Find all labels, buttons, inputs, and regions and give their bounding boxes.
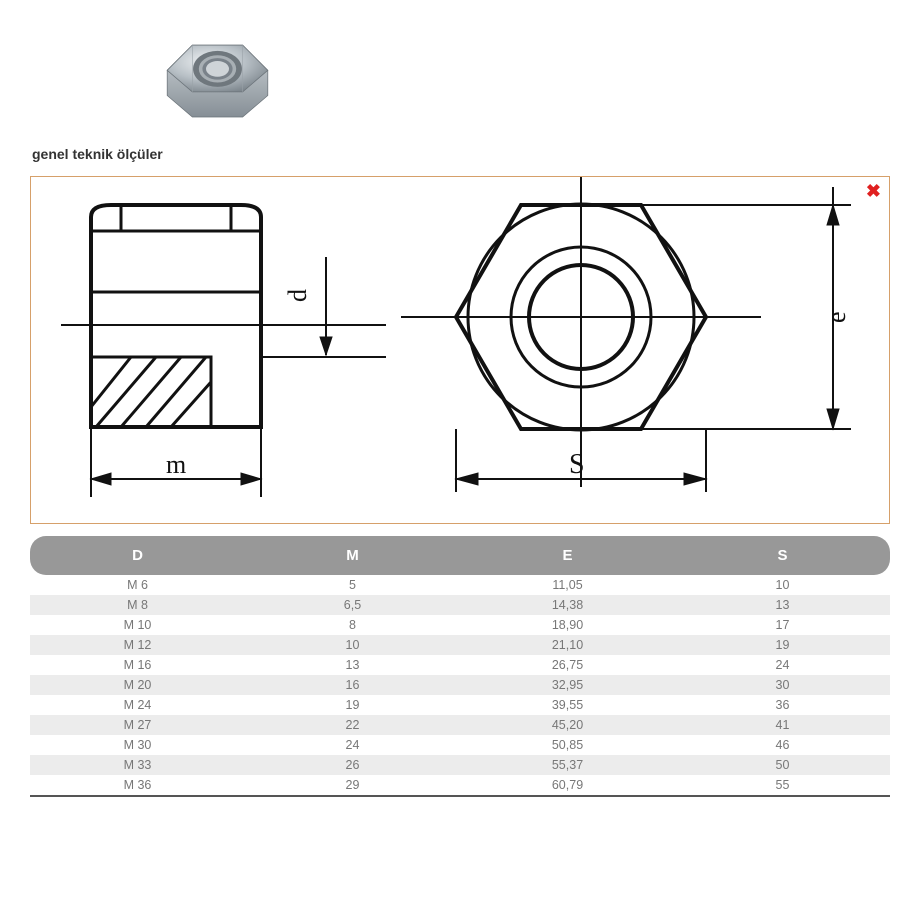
table-row: M 332655,3750 (30, 755, 890, 775)
spec-table-head: D M E S (30, 536, 890, 575)
table-cell: 10 (675, 575, 890, 595)
table-row: M 161326,7524 (30, 655, 890, 675)
table-cell: 24 (245, 735, 460, 755)
table-row: M 86,514,3813 (30, 595, 890, 615)
table-cell: 60,79 (460, 775, 675, 796)
table-cell: M 24 (30, 695, 245, 715)
table-cell: 11,05 (460, 575, 675, 595)
table-cell: 26 (245, 755, 460, 775)
table-cell: 13 (245, 655, 460, 675)
technical-diagram-panel: ✖ (30, 176, 890, 524)
section-title: genel teknik ölçüler (32, 146, 870, 162)
spec-table: D M E S M 6511,0510M 86,514,3813M 10818,… (30, 536, 890, 797)
table-cell: 55 (675, 775, 890, 796)
table-row: M 272245,2041 (30, 715, 890, 735)
table-cell: 14,38 (460, 595, 675, 615)
table-cell: M 20 (30, 675, 245, 695)
table-cell: M 10 (30, 615, 245, 635)
hex-nut-photo (145, 20, 290, 135)
table-cell: 18,90 (460, 615, 675, 635)
spec-table-body: M 6511,0510M 86,514,3813M 10818,9017M 12… (30, 575, 890, 796)
table-row: M 121021,1019 (30, 635, 890, 655)
table-row: M 362960,7955 (30, 775, 890, 796)
table-cell: 17 (675, 615, 890, 635)
product-photo-wrap (30, 20, 870, 140)
table-cell: M 36 (30, 775, 245, 796)
table-row: M 302450,8546 (30, 735, 890, 755)
table-row: M 10818,9017 (30, 615, 890, 635)
table-cell: 10 (245, 635, 460, 655)
table-cell: 19 (245, 695, 460, 715)
table-cell: 50,85 (460, 735, 675, 755)
dim-label-s: S (569, 449, 585, 480)
table-row: M 6511,0510 (30, 575, 890, 595)
table-cell: 41 (675, 715, 890, 735)
table-cell: 46 (675, 735, 890, 755)
table-cell: 16 (245, 675, 460, 695)
col-header-m: M (245, 536, 460, 575)
col-header-s: S (675, 536, 890, 575)
table-cell: 5 (245, 575, 460, 595)
table-cell: 21,10 (460, 635, 675, 655)
table-row: M 241939,5536 (30, 695, 890, 715)
table-cell: 26,75 (460, 655, 675, 675)
dim-label-m: m (166, 450, 186, 479)
col-header-e: E (460, 536, 675, 575)
table-cell: M 27 (30, 715, 245, 735)
table-cell: M 8 (30, 595, 245, 615)
dim-label-e: e (822, 311, 851, 323)
table-cell: 30 (675, 675, 890, 695)
table-cell: 50 (675, 755, 890, 775)
table-cell: M 6 (30, 575, 245, 595)
table-cell: 24 (675, 655, 890, 675)
table-cell: 39,55 (460, 695, 675, 715)
table-cell: 19 (675, 635, 890, 655)
table-cell: M 16 (30, 655, 245, 675)
table-cell: 55,37 (460, 755, 675, 775)
close-icon[interactable]: ✖ (866, 181, 881, 202)
table-cell: 45,20 (460, 715, 675, 735)
table-row: M 201632,9530 (30, 675, 890, 695)
table-cell: M 12 (30, 635, 245, 655)
table-cell: 8 (245, 615, 460, 635)
table-cell: 6,5 (245, 595, 460, 615)
table-cell: 29 (245, 775, 460, 796)
technical-diagram: d m S (31, 177, 891, 525)
dim-label-d: d (283, 289, 312, 302)
table-cell: 32,95 (460, 675, 675, 695)
table-cell: 22 (245, 715, 460, 735)
table-cell: 13 (675, 595, 890, 615)
col-header-d: D (30, 536, 245, 575)
table-cell: 36 (675, 695, 890, 715)
table-cell: M 33 (30, 755, 245, 775)
table-cell: M 30 (30, 735, 245, 755)
